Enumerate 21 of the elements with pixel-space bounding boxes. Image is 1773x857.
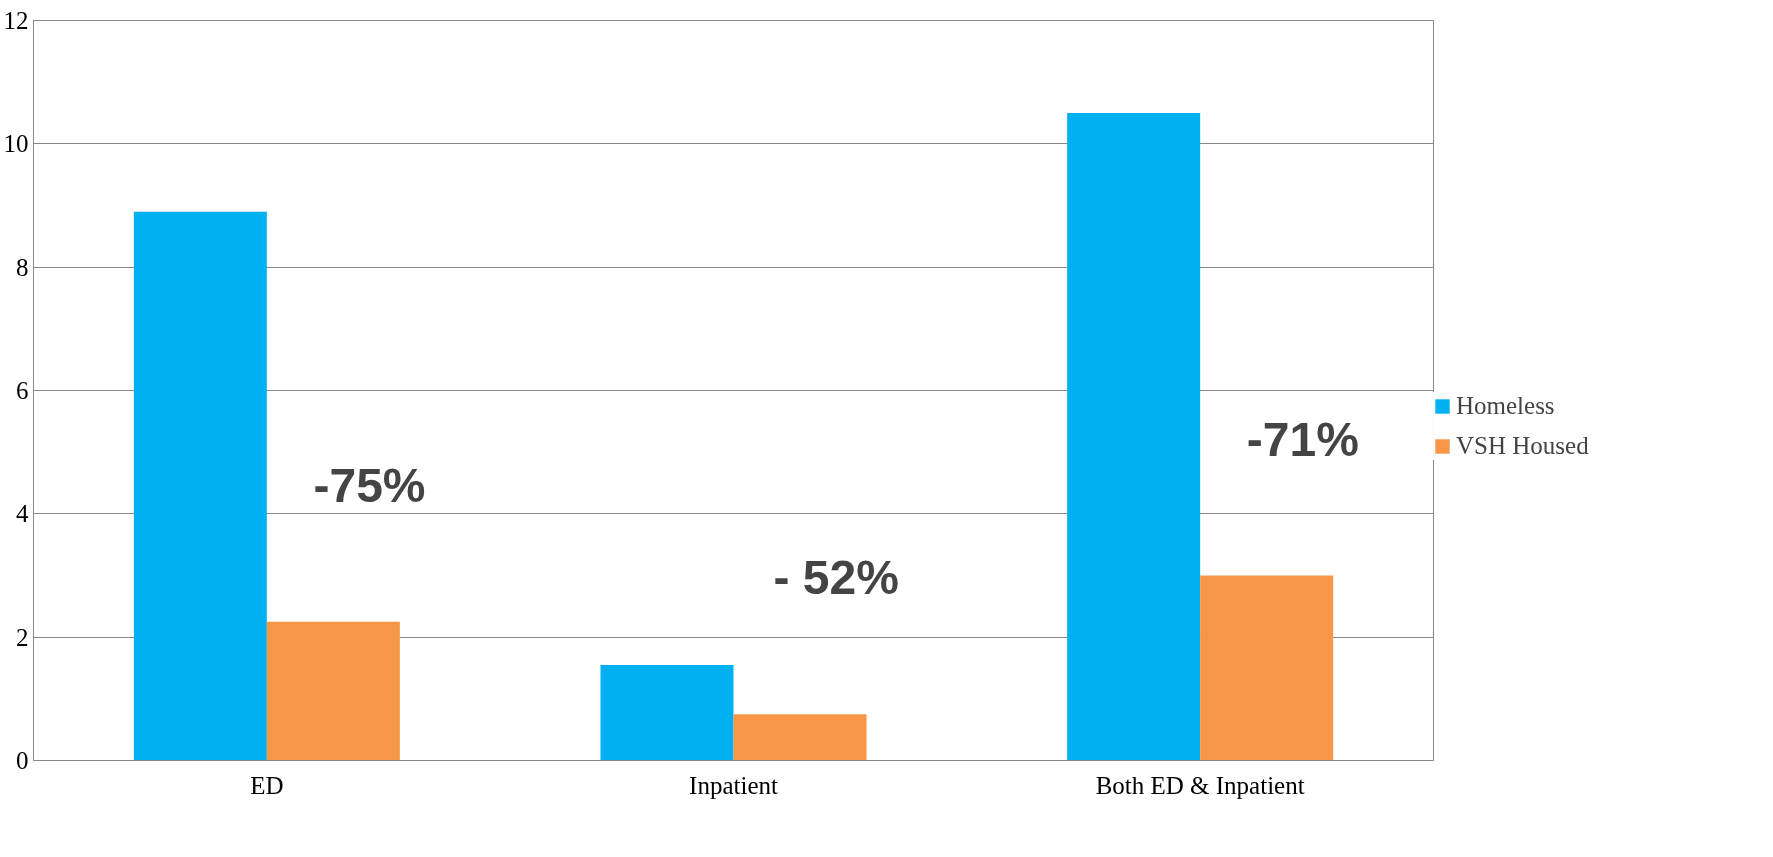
legend-label: Homeless [1456, 392, 1555, 420]
bar [266, 621, 400, 761]
annotation: -71% [1246, 412, 1359, 466]
bar [600, 664, 734, 761]
y-tick-label: 10 [3, 130, 29, 158]
y-tick-label: 4 [16, 500, 29, 528]
annotation: - 52% [773, 551, 899, 605]
x-tick-label: ED [250, 771, 284, 799]
x-tick-label: Both ED & Inpatient [1095, 771, 1305, 799]
y-tick-label: 12 [3, 7, 29, 34]
bar [1200, 575, 1334, 761]
bar [733, 714, 867, 761]
bar [133, 211, 267, 761]
y-tick-label: 0 [16, 747, 29, 774]
annotation: -75% [313, 458, 426, 512]
y-tick-label: 8 [16, 253, 29, 281]
y-tick-label: 2 [16, 623, 29, 651]
legend-label: VSH Housed [1456, 432, 1589, 460]
bar [1067, 113, 1201, 761]
x-tick-label: Inpatient [689, 771, 778, 799]
y-tick-label: 6 [16, 377, 29, 404]
